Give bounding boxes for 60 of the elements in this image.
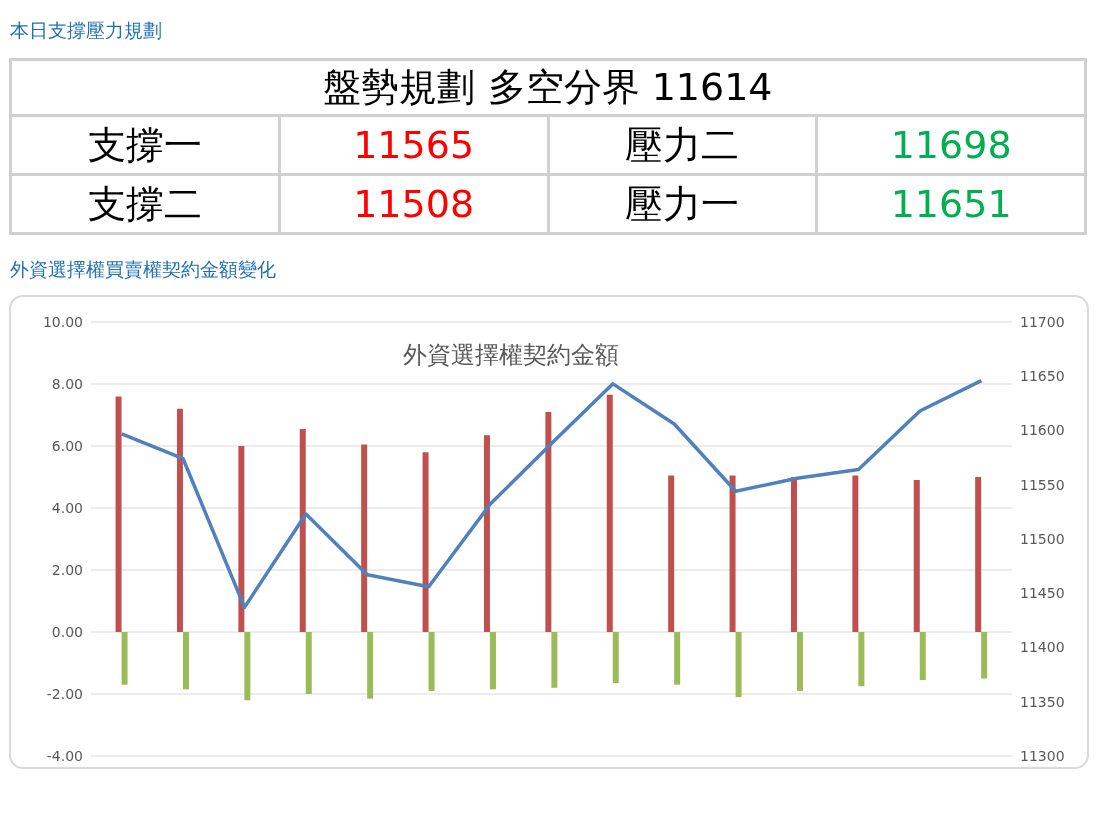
bar bbox=[674, 632, 681, 685]
text: 支撐二 bbox=[10, 174, 280, 234]
bar bbox=[858, 632, 865, 687]
bar bbox=[305, 632, 312, 694]
bar bbox=[612, 632, 619, 684]
y-tick-label: -2.00 bbox=[46, 685, 83, 702]
bar bbox=[919, 632, 926, 681]
y-tick-label: -4.00 bbox=[46, 747, 83, 764]
y2-tick-label: 11700 bbox=[1020, 313, 1065, 330]
text: 11508 bbox=[279, 174, 548, 234]
bar bbox=[545, 411, 552, 632]
bar bbox=[121, 632, 128, 685]
chart-subtitle: 外資選擇權買賣權契約金額變化 bbox=[10, 257, 277, 282]
y2-tick-label: 11450 bbox=[1020, 585, 1065, 602]
bar bbox=[668, 475, 675, 632]
y-tick-label: 2.00 bbox=[51, 561, 83, 578]
bar bbox=[735, 632, 742, 698]
bar bbox=[299, 428, 306, 632]
bar bbox=[367, 632, 374, 699]
bar bbox=[606, 394, 613, 632]
text: 本日支撐壓力規劃 bbox=[10, 18, 163, 43]
bar bbox=[913, 480, 920, 632]
text: 壓力二 bbox=[548, 115, 817, 175]
y-tick-label: 0.00 bbox=[51, 623, 83, 640]
y-tick-label: 10.00 bbox=[42, 313, 83, 330]
text: 11565 bbox=[279, 115, 548, 175]
bar bbox=[551, 632, 558, 688]
bar bbox=[361, 444, 368, 632]
bar bbox=[975, 477, 982, 632]
bar bbox=[244, 632, 251, 701]
y-tick-label: 4.00 bbox=[51, 499, 83, 516]
bar bbox=[852, 475, 859, 632]
bar bbox=[422, 452, 429, 632]
y-tick-label: 6.00 bbox=[51, 437, 83, 454]
text: 11651 bbox=[816, 174, 1086, 234]
text: 支撐一 bbox=[10, 115, 280, 175]
line-series bbox=[119, 378, 984, 610]
text: 盤勢規劃 多空分界 11614 bbox=[10, 59, 1086, 116]
bar bbox=[182, 632, 189, 690]
bar bbox=[238, 446, 245, 632]
y2-tick-label: 11550 bbox=[1020, 476, 1065, 493]
bar bbox=[729, 475, 736, 632]
bar bbox=[115, 396, 122, 632]
y2-tick-label: 11500 bbox=[1020, 530, 1065, 547]
bar bbox=[176, 408, 183, 632]
y2-tick-label: 11300 bbox=[1020, 747, 1065, 764]
bar bbox=[796, 632, 803, 691]
text: 外資選擇權契約金額 bbox=[402, 340, 620, 371]
bar bbox=[428, 632, 435, 691]
y2-tick-label: 11600 bbox=[1020, 422, 1065, 439]
y2-tick-label: 11400 bbox=[1020, 639, 1065, 656]
text: 壓力一 bbox=[548, 174, 817, 234]
bar bbox=[489, 632, 496, 690]
y2-tick-label: 11350 bbox=[1020, 693, 1065, 710]
y-tick-label: 8.00 bbox=[51, 375, 83, 392]
bar bbox=[981, 632, 988, 679]
text: 11698 bbox=[816, 115, 1086, 175]
bar bbox=[790, 477, 797, 632]
bar bbox=[483, 435, 490, 632]
y2-tick-label: 11650 bbox=[1020, 368, 1065, 385]
